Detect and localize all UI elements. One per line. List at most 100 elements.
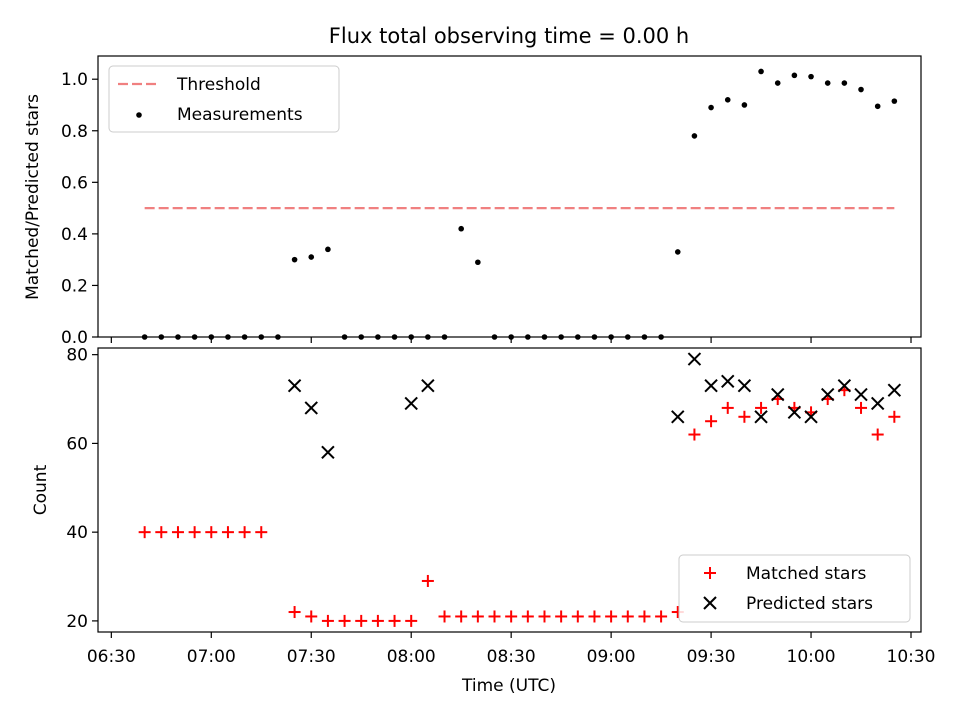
measurement-point bbox=[691, 133, 698, 139]
measurement-series bbox=[141, 68, 898, 340]
matched-point bbox=[655, 610, 668, 623]
matched-point bbox=[171, 526, 184, 539]
bottom-legend-box bbox=[678, 554, 911, 623]
matched-point bbox=[355, 614, 368, 627]
matched-point bbox=[255, 526, 268, 539]
measurement-point bbox=[708, 104, 714, 111]
measurement-point bbox=[508, 334, 514, 340]
matched-point bbox=[471, 610, 484, 623]
top-legend: Threshold Measurements bbox=[108, 65, 340, 133]
matched-point bbox=[371, 614, 384, 627]
matched-point bbox=[221, 526, 234, 539]
predicted-point bbox=[671, 410, 685, 424]
matched-point bbox=[721, 401, 734, 414]
measurement-point bbox=[475, 259, 481, 266]
matched-point bbox=[555, 610, 568, 623]
measurement-point bbox=[758, 68, 764, 75]
measurement-point bbox=[225, 334, 231, 340]
bottom-x-ticks: 06:30 07:00 07:30 08:00 08:30 09:00 09:30 10:00… bbox=[87, 632, 936, 667]
predicted-point bbox=[287, 379, 302, 393]
matched-point bbox=[638, 610, 651, 623]
top-y-tick-label: 0.6 bbox=[61, 173, 88, 193]
legend-predicted-marker bbox=[703, 596, 717, 610]
matched-point bbox=[888, 410, 901, 423]
predicted-point bbox=[771, 387, 785, 402]
predicted-point bbox=[887, 383, 902, 397]
predicted-point bbox=[737, 379, 752, 393]
matched-point bbox=[205, 526, 218, 539]
measurement-point bbox=[191, 334, 198, 340]
measurement-point bbox=[391, 334, 398, 340]
top-y-tick-label: 1.0 bbox=[61, 70, 88, 90]
matched-point bbox=[138, 526, 151, 539]
matched-series bbox=[138, 384, 901, 627]
predicted-point bbox=[304, 401, 318, 415]
measurement-point bbox=[175, 334, 181, 340]
measurement-point bbox=[258, 334, 265, 340]
matched-point bbox=[238, 526, 251, 539]
predicted-point bbox=[754, 410, 768, 424]
matched-point bbox=[605, 610, 618, 623]
x-tick-label: 06:30 bbox=[87, 647, 136, 667]
matched-point bbox=[688, 428, 701, 441]
bottom-y-axis-label: Count bbox=[31, 464, 51, 515]
matched-point bbox=[505, 610, 518, 623]
predicted-point bbox=[854, 387, 868, 402]
measurement-point bbox=[491, 334, 498, 340]
top-legend-box bbox=[108, 65, 340, 133]
matched-point bbox=[188, 526, 201, 539]
matched-point bbox=[288, 606, 301, 619]
matched-point bbox=[621, 610, 634, 623]
legend-measurement-label: Measurements bbox=[177, 105, 303, 125]
top-panel: 0.0 0.2 0.4 0.6 0.8 1.0 Matched/Predicted sta… bbox=[23, 55, 922, 348]
matched-point bbox=[538, 610, 551, 623]
predicted-point bbox=[787, 405, 802, 420]
matched-point bbox=[421, 574, 434, 587]
measurement-point bbox=[724, 97, 731, 103]
bottom-y-tick-label: 40 bbox=[66, 523, 88, 543]
chart-title: Flux total observing time = 0.00 h bbox=[329, 24, 689, 48]
x-tick-label: 10:00 bbox=[787, 647, 836, 667]
measurement-point bbox=[824, 80, 831, 86]
measurement-point bbox=[858, 86, 864, 93]
bottom-plot-area bbox=[97, 347, 922, 633]
x-axis-label: Time (UTC) bbox=[461, 676, 556, 696]
x-tick-label: 09:00 bbox=[587, 647, 636, 667]
measurement-point bbox=[275, 334, 281, 340]
measurement-point bbox=[458, 225, 464, 232]
legend-predicted-swatch bbox=[703, 596, 717, 610]
measurement-point bbox=[575, 334, 581, 340]
predicted-point bbox=[404, 396, 418, 411]
top-y-tick-label: 0.2 bbox=[61, 276, 88, 296]
matched-point bbox=[405, 614, 418, 627]
x-tick-label: 07:00 bbox=[187, 647, 236, 667]
x-tick-label: 10:30 bbox=[887, 647, 936, 667]
measurement-point bbox=[325, 246, 331, 253]
measurement-point bbox=[741, 102, 748, 108]
x-tick-label: 08:00 bbox=[387, 647, 436, 667]
measurement-point bbox=[891, 98, 898, 104]
legend-measurement-swatch bbox=[136, 112, 142, 118]
matched-point bbox=[488, 610, 501, 623]
bottom-y-tick-label: 20 bbox=[66, 612, 88, 632]
measurement-point bbox=[408, 334, 415, 340]
measurement-point bbox=[591, 334, 598, 340]
legend-matched-label: Matched stars bbox=[746, 564, 866, 584]
matched-point bbox=[338, 614, 351, 627]
predicted-point bbox=[837, 379, 852, 393]
bottom-y-ticks: 20 40 60 80 bbox=[66, 346, 98, 632]
legend-matched-marker bbox=[704, 567, 716, 579]
bottom-y-tick-label: 60 bbox=[66, 434, 88, 454]
measurement-point bbox=[674, 249, 681, 255]
measurement-point bbox=[558, 334, 564, 340]
measurement-point bbox=[624, 334, 631, 340]
x-tick-label: 07:30 bbox=[287, 647, 336, 667]
measurement-point bbox=[158, 334, 165, 340]
matched-point bbox=[755, 401, 768, 414]
measurement-point bbox=[874, 103, 881, 110]
measurement-point bbox=[375, 334, 381, 340]
measurement-point bbox=[308, 254, 315, 260]
predicted-point bbox=[687, 352, 702, 366]
matched-point bbox=[855, 401, 868, 414]
